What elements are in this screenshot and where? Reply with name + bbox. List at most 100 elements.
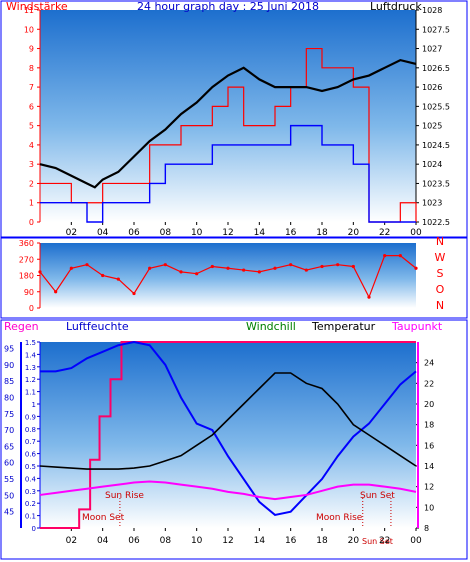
- left-tick-label: 3: [29, 160, 34, 169]
- wind-direction-point: [383, 254, 387, 258]
- x-tick-label: 16: [285, 228, 297, 238]
- wind-direction-point: [304, 268, 308, 272]
- wind-direction-point: [116, 277, 120, 281]
- humidity-tick-label: 45: [4, 508, 14, 517]
- rain-tick-label: 1.4: [25, 351, 37, 359]
- chart-marks: 02 04 06 08 10 12 14 16 18 20 22 000123456789101110…: [4, 6, 450, 546]
- humidity-temperature-plot-area: [40, 342, 416, 528]
- temp-tick-label: 18: [424, 421, 434, 430]
- dir-left-tick-label: 270: [19, 255, 34, 264]
- wind-direction-point: [132, 291, 136, 296]
- temp-tick-label: 8: [424, 524, 429, 533]
- humidity-tick-label: 55: [4, 475, 14, 484]
- legend-dewpoint: Taupunkt: [391, 320, 443, 333]
- wind-direction-point: [414, 266, 418, 270]
- x3-tick-label: 08: [160, 536, 172, 546]
- left-axis-label: Windstärke: [6, 0, 68, 13]
- dir-compass-label: W: [435, 251, 446, 264]
- dir-compass-label: S: [437, 267, 444, 280]
- temp-tick-label: 10: [424, 503, 434, 512]
- dir-left-tick-label: 360: [19, 239, 34, 248]
- wind-direction-point: [38, 270, 42, 274]
- humidity-tick-label: 80: [4, 393, 14, 402]
- humidity-tick-label: 95: [4, 345, 14, 354]
- left-tick-label: 2: [29, 179, 34, 188]
- dir-left-tick-label: 180: [19, 272, 34, 281]
- x-tick-label: 00: [410, 228, 422, 238]
- right-axis-label: Luftdruck: [370, 0, 422, 13]
- left-tick-label: 0: [29, 218, 34, 227]
- right-tick-label: 1024: [422, 160, 442, 169]
- x3-tick-label: 10: [191, 536, 203, 546]
- dir-compass-label: O: [436, 283, 445, 296]
- chart-title: 24 hour graph day : 25 Juni 2018: [137, 0, 319, 13]
- x-tick-label: 12: [222, 228, 233, 238]
- left-tick-label: 7: [29, 83, 34, 92]
- wind-direction-point: [179, 270, 183, 274]
- temp-tick-label: 22: [424, 379, 434, 388]
- rain-tick-label: 0.9: [25, 413, 36, 421]
- x3-tick-label: 18: [316, 536, 328, 546]
- x-tick-label: 10: [191, 228, 203, 238]
- x3-tick-label: 20: [348, 536, 360, 546]
- wind-direction-point: [210, 264, 214, 269]
- x-tick-label: 20: [348, 228, 360, 238]
- temp-tick-label: 20: [424, 400, 434, 409]
- x3-tick-label: 22: [379, 536, 390, 546]
- wind-direction-point: [242, 268, 246, 272]
- legend-windchill: Windchill: [246, 320, 296, 333]
- right-tick-label: 1026: [422, 83, 442, 92]
- rain-tick-label: 1.3: [25, 364, 36, 372]
- wind-direction-plot-area: [40, 243, 416, 308]
- legend-temperature: Temperatur: [311, 320, 376, 333]
- right-tick-label: 1022.5: [422, 218, 450, 227]
- annotation-moon-rise: Moon Rise: [316, 513, 363, 523]
- humidity-tick-label: 65: [4, 442, 14, 451]
- rain-tick-label: 1.1: [25, 389, 36, 397]
- right-tick-label: 1025.5: [422, 102, 450, 111]
- dir-left-tick-label: 0: [29, 304, 34, 313]
- legend-humidity: Luftfeuchte: [66, 320, 129, 333]
- rain-tick-label: 0.1: [25, 513, 36, 521]
- wind-direction-point: [54, 290, 58, 294]
- right-tick-label: 1026.5: [422, 64, 450, 73]
- wind-direction-point: [148, 266, 152, 270]
- x-tick-label: 22: [379, 228, 390, 238]
- left-tick-label: 11: [24, 6, 34, 15]
- rain-tick-label: 1.5: [25, 339, 36, 347]
- left-tick-label: 8: [29, 64, 34, 73]
- humidity-tick-label: 75: [4, 410, 14, 419]
- wind-direction-point: [226, 266, 230, 270]
- left-tick-label: 4: [29, 141, 34, 150]
- dir-left-tick-label: 90: [24, 288, 34, 297]
- annotation-sun-set: Sun Set: [360, 491, 395, 501]
- rain-tick-label: 0.7: [25, 438, 36, 446]
- rain-tick-label: 0.2: [25, 500, 36, 508]
- x-tick-label: 18: [316, 228, 328, 238]
- rain-tick-label: 0: [32, 525, 36, 533]
- temperature-series-line: [39, 372, 417, 470]
- rain-tick-label: 0.6: [25, 451, 37, 459]
- pressure-series-line: [39, 58, 417, 189]
- dir-compass-label: N: [436, 299, 444, 312]
- humidity-tick-label: 90: [4, 361, 14, 370]
- wind-direction-point: [101, 273, 105, 278]
- right-tick-label: 1028: [422, 6, 442, 15]
- right-tick-label: 1027: [422, 45, 442, 54]
- temp-tick-label: 12: [424, 483, 434, 492]
- gust-series-line: [40, 47, 417, 223]
- rain-tick-label: 0.8: [25, 426, 36, 434]
- rain-tick-label: 0.5: [25, 463, 36, 471]
- x-tick-label: 14: [254, 228, 266, 238]
- annotation-sun-rise: Sun Rise: [105, 491, 144, 501]
- wind-direction-point: [195, 272, 199, 276]
- annotation-sun-set-bottom: Sun Set: [362, 537, 393, 546]
- x-tick-label: 04: [97, 228, 109, 238]
- wind-direction-point: [398, 254, 402, 258]
- annotation-moon-set: Moon Set: [82, 513, 125, 523]
- x-tick-label: 08: [160, 228, 172, 238]
- x3-tick-label: 06: [128, 536, 140, 546]
- left-tick-label: 6: [29, 102, 34, 111]
